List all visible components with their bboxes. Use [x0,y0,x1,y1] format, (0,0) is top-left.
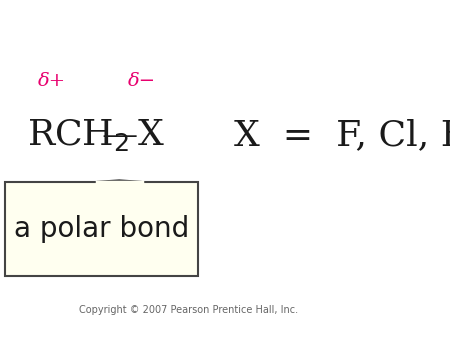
FancyBboxPatch shape [4,182,198,276]
Text: Copyright © 2007 Pearson Prentice Hall, Inc.: Copyright © 2007 Pearson Prentice Hall, … [80,305,298,315]
Text: a polar bond: a polar bond [14,215,189,243]
Text: δ−: δ− [128,72,156,90]
Polygon shape [97,180,142,182]
Text: X  =  F, Cl, Br: X = F, Cl, Br [234,118,450,152]
Text: X: X [137,118,163,152]
Text: δ+: δ+ [38,72,66,90]
Text: RCH$_2$: RCH$_2$ [27,117,129,153]
Text: —: — [101,118,137,152]
